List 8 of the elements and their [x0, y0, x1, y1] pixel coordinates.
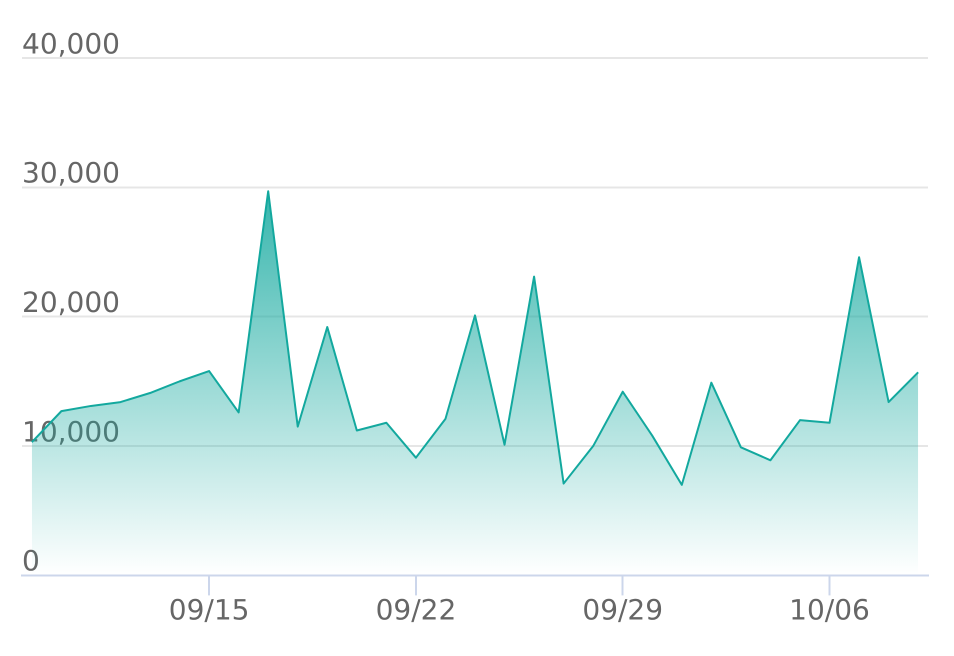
x-tick-label: 09/22	[376, 593, 456, 626]
y-tick-label: 30,000	[22, 156, 120, 190]
x-tick-label: 10/06	[789, 593, 870, 626]
y-tick-label: 40,000	[22, 27, 120, 60]
y-tick-label: 20,000	[22, 286, 120, 319]
x-tick-label: 09/15	[168, 593, 250, 626]
x-tick-label: 09/29	[582, 593, 664, 626]
y-tick-label: 0	[22, 544, 40, 578]
